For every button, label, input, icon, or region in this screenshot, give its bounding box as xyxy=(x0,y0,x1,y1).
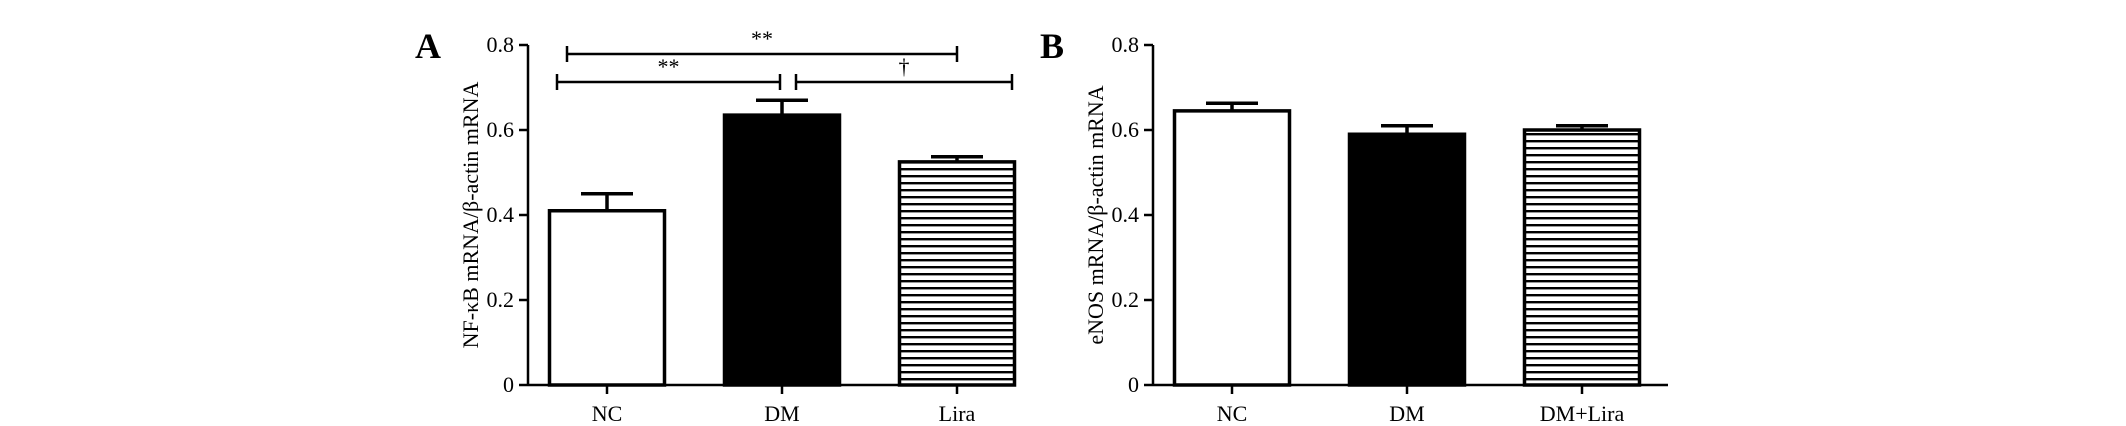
y-tick-label: 0.8 xyxy=(487,32,515,57)
y-axis-label: eNOS mRNA/β-actin mRNA xyxy=(1083,85,1108,344)
y-tick-label: 0.2 xyxy=(487,287,515,312)
significance-label: ** xyxy=(658,54,680,79)
y-tick-label: 0.4 xyxy=(487,202,515,227)
y-tick-label: 0.6 xyxy=(487,117,515,142)
y-tick-label: 0.8 xyxy=(1112,32,1140,57)
x-category-label: DM+Lira xyxy=(1540,401,1625,426)
bar-nc xyxy=(547,209,667,387)
y-tick-label: 0.2 xyxy=(1112,287,1140,312)
bar-dm-lira xyxy=(1522,128,1642,387)
bar-lira xyxy=(897,160,1017,387)
bar-dm xyxy=(1347,132,1467,387)
bar-dm xyxy=(722,113,842,387)
x-category-label: DM xyxy=(1389,401,1424,426)
y-axis-label: NF-κB mRNA/β-actin mRNA xyxy=(458,82,483,349)
y-tick-label: 0 xyxy=(503,372,514,397)
significance-label: † xyxy=(899,54,910,79)
y-tick-label: 0.4 xyxy=(1112,202,1140,227)
x-category-label: DM xyxy=(764,401,799,426)
panel-a-chart: A 0 0.2 0.4 0.6 0.8NF-κB mRNA/β-actin mRNA NC… xyxy=(415,26,1017,426)
y-tick-label: 0 xyxy=(1128,372,1139,397)
panel-a-letter: A xyxy=(415,26,441,66)
y-tick-label: 0.6 xyxy=(1112,117,1140,142)
bar-nc xyxy=(1172,109,1292,387)
x-category-label: NC xyxy=(592,401,623,426)
x-category-label: Lira xyxy=(939,401,976,426)
panel-b-letter: B xyxy=(1040,26,1064,66)
panel-b-chart: B 0 0.2 0.4 0.6 0.8 eNOS mRNA/β-actin mRNA NC D… xyxy=(1040,26,1668,426)
x-category-label: NC xyxy=(1217,401,1248,426)
significance-label: ** xyxy=(751,26,773,51)
